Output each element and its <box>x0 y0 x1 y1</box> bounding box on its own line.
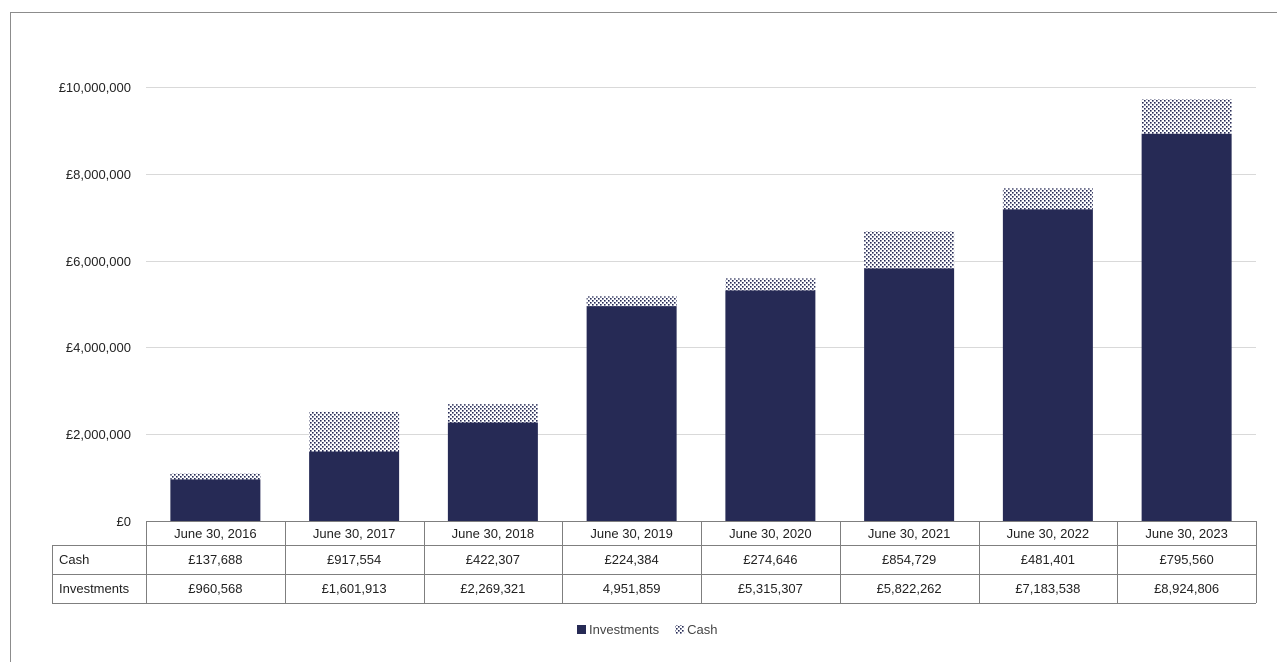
legend-label: Investments <box>589 622 660 637</box>
table-cell: £137,688 <box>188 552 242 567</box>
legend-label: Cash <box>687 622 717 637</box>
y-tick-label: £0 <box>117 514 131 529</box>
table-cell: £795,560 <box>1160 552 1214 567</box>
bar-cash <box>1003 188 1093 209</box>
x-tick-label: June 30, 2017 <box>313 526 395 541</box>
x-tick-label: June 30, 2019 <box>590 526 672 541</box>
table-row-label: Investments <box>59 581 130 596</box>
bar-investments <box>170 479 260 521</box>
x-tick-label: June 30, 2016 <box>174 526 256 541</box>
table-cell: £8,924,806 <box>1154 581 1219 596</box>
bar-cash <box>1142 99 1232 134</box>
bar-cash <box>864 231 954 268</box>
bar-investments <box>864 268 954 521</box>
y-axis: £0 £2,000,000 £4,000,000 £6,000,000 £8,000,0… <box>59 80 131 529</box>
x-tick-label: June 30, 2018 <box>452 526 534 541</box>
x-tick-label: June 30, 2021 <box>868 526 950 541</box>
table-cell: £274,646 <box>743 552 797 567</box>
dotted-square-icon <box>675 625 684 634</box>
x-tick-label: June 30, 2023 <box>1145 526 1227 541</box>
table-row-label: Cash <box>59 552 89 567</box>
x-tick-label: June 30, 2020 <box>729 526 811 541</box>
data-table: June 30, 2016 June 30, 2017 June 30, 2018 J… <box>52 521 1257 604</box>
y-tick-label: £6,000,000 <box>66 254 131 269</box>
table-cell: £224,384 <box>605 552 659 567</box>
table-cell: 4,951,859 <box>603 581 661 596</box>
bar-investments <box>725 290 815 521</box>
table-cell: £5,822,262 <box>877 581 942 596</box>
y-tick-label: £2,000,000 <box>66 427 131 442</box>
table-cell: £481,401 <box>1021 552 1075 567</box>
y-tick-label: £8,000,000 <box>66 167 131 182</box>
bar-cash <box>309 412 399 452</box>
bars <box>170 99 1231 521</box>
bar-investments <box>309 451 399 521</box>
bar-cash <box>448 404 538 422</box>
table-cell: £5,315,307 <box>738 581 803 596</box>
bar-investments <box>1003 209 1093 521</box>
bar-cash <box>587 296 677 306</box>
bar-cash <box>725 278 815 290</box>
bar-investments <box>448 423 538 521</box>
table-cell: £422,307 <box>466 552 520 567</box>
bar-investments <box>1142 134 1232 521</box>
bar-investments <box>587 306 677 521</box>
x-tick-label: June 30, 2022 <box>1007 526 1089 541</box>
solid-square-icon <box>577 625 586 634</box>
table-cell: £1,601,913 <box>322 581 387 596</box>
table-cell: £7,183,538 <box>1015 581 1080 596</box>
y-tick-label: £10,000,000 <box>59 80 131 95</box>
table-cell: £854,729 <box>882 552 936 567</box>
bar-cash <box>170 473 260 479</box>
y-tick-label: £4,000,000 <box>66 340 131 355</box>
table-cell: £2,269,321 <box>460 581 525 596</box>
legend: Investments Cash <box>577 622 717 637</box>
table-cell: £960,568 <box>188 581 242 596</box>
table-cell: £917,554 <box>327 552 381 567</box>
